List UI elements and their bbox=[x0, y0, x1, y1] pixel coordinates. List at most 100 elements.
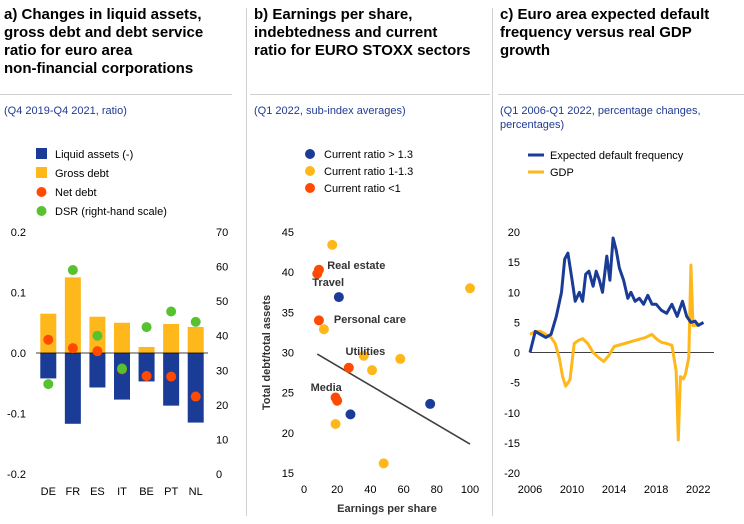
y-tick-label-c: 5 bbox=[514, 317, 520, 329]
scatter-point-b-1-7 bbox=[465, 283, 475, 294]
panel-divider-2 bbox=[492, 8, 493, 516]
chart-a: Liquid assets (-) Gross debt Net debt DSR (… bbox=[7, 148, 228, 498]
legend-swatch-b-1 bbox=[305, 166, 315, 176]
header-separator-a bbox=[0, 94, 232, 95]
trend-line-b bbox=[316, 353, 471, 445]
legend-swatch-a-1 bbox=[36, 167, 47, 178]
x-axis-label-b: Earnings per share bbox=[337, 503, 437, 515]
dot-dsr-IT bbox=[117, 363, 127, 374]
y-tick-label-c: -10 bbox=[504, 408, 520, 420]
y-tick-label-b: 40 bbox=[282, 267, 294, 279]
legend-label-a-3: DSR (right-hand scale) bbox=[55, 206, 167, 218]
bar-liquid-assets-NL bbox=[187, 353, 204, 423]
y-tick-label-b: 45 bbox=[282, 227, 294, 239]
y-tick-label-c: -5 bbox=[510, 378, 520, 390]
scatter-point-b-1-0 bbox=[327, 239, 338, 250]
scatter-point-b-2-1 bbox=[312, 268, 323, 279]
y-tick-label-a: -0.2 bbox=[7, 469, 26, 481]
annotation-b-1: Travel bbox=[312, 277, 344, 289]
y2-tick-label-a: 0 bbox=[216, 469, 222, 481]
legend-swatch-a-0 bbox=[36, 148, 47, 159]
dot-net-debt-FR bbox=[67, 343, 78, 354]
dot-net-debt-BE bbox=[141, 370, 152, 381]
annotation-b-4: Media bbox=[311, 382, 343, 394]
panel-c-title: c) Euro area expected default frequency … bbox=[500, 6, 710, 59]
x-tick-label-a: FR bbox=[66, 486, 81, 498]
panel-c: c) Euro area expected default frequency … bbox=[500, 0, 740, 524]
y2-tick-label-a: 60 bbox=[216, 262, 228, 274]
x-tick-label-c: 2018 bbox=[644, 484, 668, 496]
x-tick-label-a: IT bbox=[117, 486, 127, 498]
panel-a-subtitle: (Q4 2019-Q4 2021, ratio) bbox=[4, 105, 127, 117]
dot-dsr-DE bbox=[43, 379, 54, 390]
y-tick-label-b: 15 bbox=[282, 468, 294, 480]
y-tick-label-a: 0.0 bbox=[11, 348, 26, 360]
dot-dsr-BE bbox=[141, 322, 152, 333]
scatter-point-b-1-2 bbox=[358, 350, 369, 361]
chart-c: Expected default frequency GDP 20 15 10 5 0 -5 -… bbox=[504, 150, 714, 496]
annotation-b-0: Real estate bbox=[327, 260, 385, 272]
y-tick-label-a: 0.2 bbox=[11, 227, 26, 239]
x-tick-label-a: PT bbox=[164, 486, 178, 498]
x-tick-label-b: 40 bbox=[364, 484, 376, 496]
y2-tick-label-a: 70 bbox=[216, 227, 228, 239]
x-tick-label-b: 20 bbox=[331, 484, 343, 496]
x-tick-label-a: NL bbox=[189, 486, 203, 498]
panel-divider-1 bbox=[246, 8, 247, 516]
bar-gross-debt-FR bbox=[64, 277, 81, 353]
legend-label-a-0: Liquid assets (-) bbox=[55, 149, 133, 161]
scatter-point-b-0-2 bbox=[425, 398, 436, 409]
y-axis-label-b: Total debt/total assets bbox=[261, 295, 273, 410]
y-tick-label-c: 10 bbox=[508, 287, 520, 299]
panel-b-subtitle: (Q1 2022, sub-index averages) bbox=[254, 105, 406, 117]
scatter-point-b-1-1 bbox=[318, 324, 329, 335]
dot-dsr-FR bbox=[67, 265, 78, 276]
dot-net-debt-NL bbox=[190, 391, 201, 402]
x-tick-label-b: 60 bbox=[397, 484, 409, 496]
scatter-point-b-1-5 bbox=[330, 418, 341, 429]
y-tick-label-c: 15 bbox=[508, 257, 520, 269]
legend-swatch-a-2 bbox=[36, 187, 47, 197]
legend-label-a-2: Net debt bbox=[55, 187, 97, 199]
annotation-b-2: Personal care bbox=[334, 314, 406, 326]
legend-label-c-0: Expected default frequency bbox=[550, 150, 684, 162]
series-line-c-0 bbox=[528, 236, 705, 353]
panel-b: b) Earnings per share, indebtedness and … bbox=[254, 0, 492, 524]
y-tick-label-c: 20 bbox=[508, 227, 520, 239]
dot-dsr-PT bbox=[166, 306, 177, 317]
bar-gross-debt-IT bbox=[114, 322, 130, 353]
legend-swatch-a-3 bbox=[36, 206, 47, 216]
y2-tick-label-a: 50 bbox=[216, 296, 228, 308]
dot-dsr-NL bbox=[190, 316, 201, 327]
scatter-point-b-1-4 bbox=[395, 353, 406, 364]
panel-c-subtitle: (Q1 2006-Q1 2022, percentage changes, pe… bbox=[500, 105, 701, 131]
scatter-point-b-2-2 bbox=[313, 315, 324, 326]
bar-liquid-assets-DE bbox=[40, 353, 57, 379]
legend-label-b-2: Current ratio <1 bbox=[324, 183, 401, 195]
bar-gross-debt-BE bbox=[138, 346, 155, 353]
header-separator-b bbox=[250, 94, 490, 95]
scatter-point-b-2-3 bbox=[343, 362, 354, 373]
legend-swatch-b-0 bbox=[305, 149, 315, 159]
bar-gross-debt-PT bbox=[163, 323, 180, 353]
dot-net-debt-DE bbox=[43, 334, 54, 345]
y-tick-label-a: 0.1 bbox=[11, 288, 26, 300]
annotation-b-3: Utilities bbox=[346, 346, 386, 358]
y-tick-label-c: -20 bbox=[504, 468, 520, 480]
x-tick-label-a: DE bbox=[41, 486, 56, 498]
y-tick-label-c: 0 bbox=[514, 348, 520, 360]
y-tick-label-c: -15 bbox=[504, 438, 520, 450]
scatter-point-b-0-0 bbox=[333, 292, 344, 303]
legend-label-c-1: GDP bbox=[550, 167, 574, 179]
chart-b: Current ratio > 1.3 Current ratio 1-1.3 Cu… bbox=[261, 149, 479, 515]
x-tick-label-b: 100 bbox=[461, 484, 479, 496]
y-tick-label-b: 25 bbox=[282, 388, 294, 400]
dot-dsr-ES bbox=[92, 330, 103, 341]
y-tick-label-b: 20 bbox=[282, 428, 294, 440]
bar-gross-debt-DE bbox=[40, 313, 57, 353]
bar-liquid-assets-FR bbox=[64, 353, 81, 424]
scatter-point-b-2-5 bbox=[332, 395, 343, 406]
x-tick-label-c: 2006 bbox=[518, 484, 542, 496]
header-separator-c bbox=[498, 94, 744, 95]
bar-liquid-assets-ES bbox=[89, 353, 106, 388]
